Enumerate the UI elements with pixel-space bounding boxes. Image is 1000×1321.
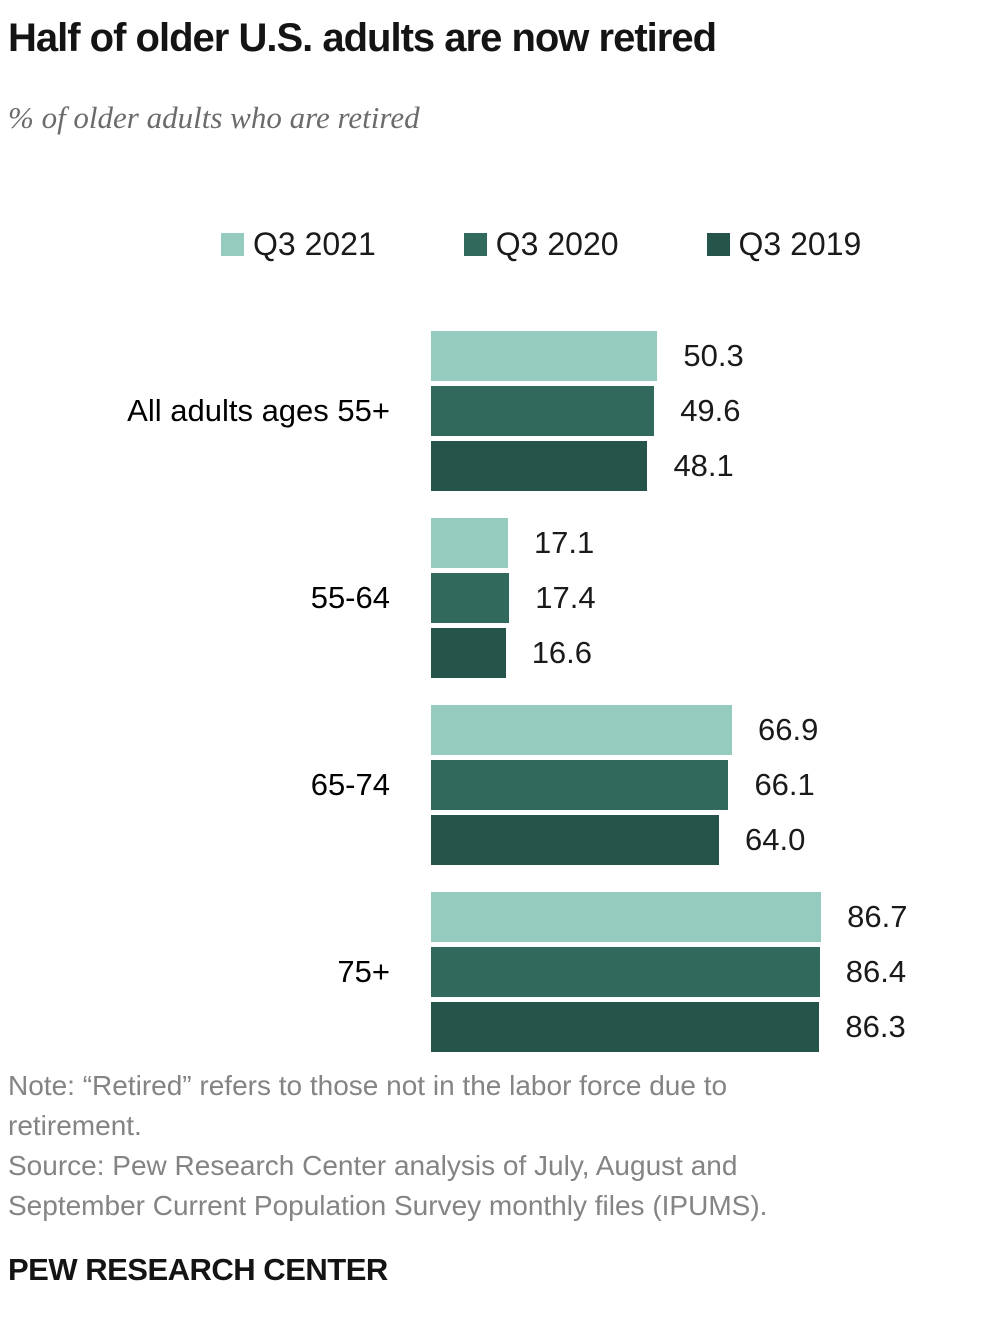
bar-row: 64.0 bbox=[431, 814, 818, 865]
note-line: Note: “Retired” refers to those not in t… bbox=[8, 1069, 728, 1101]
bar-value-label: 86.7 bbox=[847, 898, 908, 934]
category-label: All adults ages 55+ bbox=[127, 392, 390, 428]
bar-group: All adults ages 55+ 50.3 49.6 48.1 bbox=[0, 330, 1000, 491]
bar-row: 17.1 bbox=[431, 517, 596, 568]
bar bbox=[431, 572, 510, 623]
legend-label-q3-2021: Q3 2021 bbox=[253, 225, 376, 262]
legend: Q3 2021 Q3 2020 Q3 2019 bbox=[221, 226, 1000, 263]
bar bbox=[431, 385, 655, 436]
bar bbox=[431, 704, 733, 755]
bar bbox=[431, 440, 648, 491]
source-line: Source: Pew Research Center analysis of … bbox=[8, 1149, 738, 1181]
bar-value-label: 48.1 bbox=[673, 447, 734, 483]
bar-value-label: 16.6 bbox=[531, 634, 593, 670]
bar bbox=[431, 814, 719, 865]
chart-figure: Half of older U.S. adults are now retire… bbox=[0, 16, 1000, 1288]
bar-group: 65-74 66.9 66.1 64.0 bbox=[0, 704, 1000, 865]
bar-row: 66.9 bbox=[431, 704, 819, 755]
bar bbox=[431, 627, 506, 678]
bar-row: 17.4 bbox=[431, 572, 596, 623]
chart-subtitle: % of older adults who are retired bbox=[8, 100, 420, 135]
category-label: 75+ bbox=[337, 953, 390, 989]
notes: Note: “Retired” refers to those not in t… bbox=[8, 1066, 992, 1226]
bar bbox=[431, 891, 822, 942]
bar-row: 49.6 bbox=[431, 385, 744, 436]
legend-swatch-q3-2019-icon bbox=[706, 232, 730, 256]
note-line: retirement. bbox=[8, 1109, 142, 1141]
bar-value-label: 86.3 bbox=[845, 1008, 906, 1044]
legend-swatch-q3-2020-icon bbox=[463, 232, 487, 256]
bar-row: 50.3 bbox=[431, 330, 744, 381]
legend-item-q3-2021: Q3 2021 bbox=[221, 226, 376, 263]
bar-value-label: 64.0 bbox=[745, 821, 806, 857]
bar-chart: All adults ages 55+ 50.3 49.6 48.1 55-64 17.1… bbox=[0, 330, 1000, 1052]
legend-label-q3-2019: Q3 2019 bbox=[738, 225, 862, 262]
bar-row: 48.1 bbox=[431, 440, 744, 491]
bar bbox=[431, 946, 820, 997]
bar-row: 86.3 bbox=[431, 1001, 907, 1052]
bar-group: 75+ 86.7 86.4 86.3 bbox=[0, 891, 1000, 1052]
bar-group: 55-64 17.1 17.4 16.6 bbox=[0, 517, 1000, 678]
bar-value-label: 66.9 bbox=[758, 711, 819, 747]
bar-value-label: 86.4 bbox=[845, 953, 907, 989]
bar-cluster: 17.1 17.4 16.6 bbox=[431, 517, 596, 678]
legend-label-q3-2020: Q3 2020 bbox=[495, 225, 619, 262]
bar-value-label: 50.3 bbox=[683, 337, 744, 373]
bar-row: 86.7 bbox=[431, 891, 908, 942]
category-label: 55-64 bbox=[310, 579, 390, 615]
bar-value-label: 17.4 bbox=[535, 579, 596, 615]
chart-title: Half of older U.S. adults are now retire… bbox=[8, 16, 717, 60]
legend-item-q3-2020: Q3 2020 bbox=[463, 225, 619, 263]
bar-value-label: 49.6 bbox=[680, 392, 741, 428]
bar bbox=[431, 759, 729, 810]
bar bbox=[431, 517, 508, 568]
category-label: 65-74 bbox=[310, 766, 390, 802]
brand-footer: PEW RESEARCH CENTER bbox=[8, 1251, 388, 1287]
bar-row: 66.1 bbox=[431, 759, 818, 810]
bar-row: 16.6 bbox=[431, 627, 596, 678]
bar-cluster: 50.3 49.6 48.1 bbox=[431, 330, 744, 491]
bar-value-label: 66.1 bbox=[754, 766, 815, 802]
source-line: September Current Population Survey mont… bbox=[8, 1189, 768, 1221]
legend-swatch-q3-2021-icon bbox=[221, 232, 244, 256]
bar bbox=[431, 330, 658, 381]
bar-cluster: 86.7 86.4 86.3 bbox=[431, 891, 908, 1052]
bar bbox=[431, 1001, 820, 1052]
legend-item-q3-2019: Q3 2019 bbox=[706, 225, 862, 263]
bar-row: 86.4 bbox=[431, 946, 907, 997]
bar-cluster: 66.9 66.1 64.0 bbox=[431, 704, 819, 865]
bar-value-label: 17.1 bbox=[533, 524, 595, 560]
